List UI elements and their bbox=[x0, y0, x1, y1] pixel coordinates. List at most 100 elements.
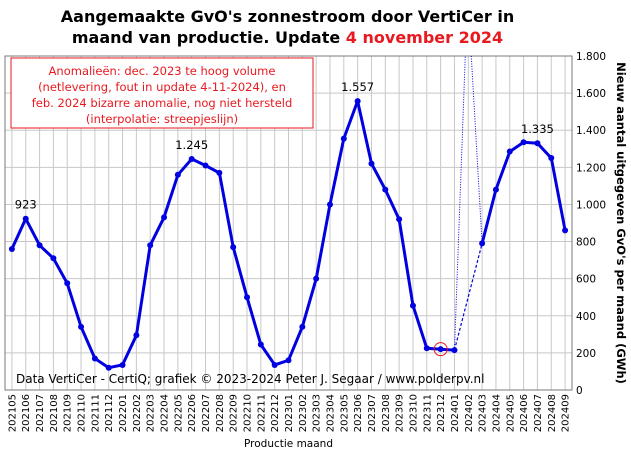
x-tick-label: 202401 bbox=[450, 394, 461, 432]
x-tick-label: 202403 bbox=[478, 394, 489, 432]
data-point bbox=[133, 332, 140, 339]
x-axis-label: Productie maand bbox=[244, 438, 333, 450]
x-tick-label: 202407 bbox=[533, 394, 544, 432]
data-point bbox=[326, 201, 333, 208]
y-tick-label: 1.600 bbox=[576, 88, 606, 100]
data-point bbox=[147, 242, 154, 249]
data-point bbox=[479, 240, 486, 247]
x-tick-label: 202303 bbox=[312, 394, 323, 432]
y-tick-label: 400 bbox=[576, 311, 596, 323]
data-point bbox=[216, 169, 223, 176]
x-tick-label: 202402 bbox=[464, 394, 475, 432]
title-line-2: maand van productie. Update 4 november 2… bbox=[0, 27, 575, 48]
data-point bbox=[506, 148, 513, 155]
data-point bbox=[534, 140, 541, 147]
title-line-2-text: maand van productie. Update bbox=[71, 28, 341, 47]
annotation-line-3: feb. 2024 bizarre anomalie, nog niet her… bbox=[32, 96, 293, 110]
data-point bbox=[50, 255, 57, 262]
y-axis-label: Nieuw aantal uitgegeven GvO's per maand … bbox=[614, 62, 628, 384]
data-point bbox=[340, 135, 347, 142]
x-tick-label: 202301 bbox=[284, 394, 295, 432]
data-point bbox=[354, 98, 361, 105]
data-point bbox=[36, 242, 43, 249]
data-point bbox=[368, 160, 375, 167]
x-tick-label: 202310 bbox=[408, 394, 419, 432]
anomaly-spike-down bbox=[470, 55, 483, 244]
x-tick-label: 202405 bbox=[505, 394, 516, 432]
y-tick-label: 1.000 bbox=[576, 199, 606, 211]
data-point bbox=[313, 275, 320, 282]
data-point bbox=[299, 323, 306, 330]
x-tick-label: 202304 bbox=[325, 394, 336, 432]
x-tick-label: 202409 bbox=[561, 394, 572, 432]
x-tick-label: 202105 bbox=[7, 394, 18, 432]
data-point bbox=[409, 302, 416, 309]
x-tick-label: 202308 bbox=[381, 394, 392, 432]
chart-title: Aangemaakte GvO's zonnestroom door Verti… bbox=[0, 6, 575, 48]
x-tick-label: 202212 bbox=[270, 394, 281, 432]
x-tick-label: 202211 bbox=[256, 394, 267, 432]
x-tick-label: 202108 bbox=[49, 394, 60, 432]
y-tick-label: 0 bbox=[576, 385, 583, 397]
title-update-date: 4 november 2024 bbox=[345, 28, 504, 47]
data-point bbox=[492, 186, 499, 193]
x-tick-label: 202302 bbox=[298, 394, 309, 432]
annotation-line-4: (interpolatie: streepjeslijn) bbox=[86, 112, 238, 126]
anomaly-highlight-circle bbox=[433, 342, 448, 357]
x-tick-label: 202305 bbox=[339, 394, 350, 432]
x-tick-label: 202205 bbox=[173, 394, 184, 432]
data-point bbox=[548, 155, 555, 162]
data-point bbox=[562, 227, 569, 234]
y-tick-label: 800 bbox=[576, 237, 596, 249]
data-point bbox=[174, 171, 181, 178]
data-point bbox=[119, 361, 126, 368]
data-label: 923 bbox=[15, 198, 37, 212]
data-point bbox=[396, 216, 403, 223]
x-tick-label: 202208 bbox=[215, 394, 226, 432]
data-point bbox=[382, 186, 389, 193]
data-label: 1.245 bbox=[175, 138, 208, 152]
data-point bbox=[271, 361, 278, 368]
data-point bbox=[91, 355, 98, 362]
data-point bbox=[520, 139, 527, 146]
title-line-1: Aangemaakte GvO's zonnestroom door Verti… bbox=[60, 7, 515, 26]
plot-frame bbox=[4, 55, 573, 391]
x-tick-label: 202204 bbox=[160, 394, 171, 432]
x-tick-label: 202203 bbox=[146, 394, 157, 432]
series-line bbox=[8, 55, 569, 371]
x-tick-label: 202201 bbox=[118, 394, 129, 432]
data-point bbox=[105, 364, 112, 371]
data-point bbox=[437, 346, 444, 353]
x-tick-label: 202207 bbox=[201, 394, 212, 432]
x-tick-label: 202202 bbox=[132, 394, 143, 432]
y-tick-labels: 0 200 400 600 800 1.000 1.200 1.400 1.600 1.800 bbox=[576, 51, 606, 397]
anomaly-spike-up bbox=[453, 55, 466, 351]
x-tick-label: 202107 bbox=[35, 394, 46, 432]
data-label: 1.557 bbox=[341, 80, 374, 94]
data-point bbox=[451, 347, 458, 354]
y-tick-label: 600 bbox=[576, 274, 596, 286]
data-point bbox=[244, 294, 251, 301]
data-point bbox=[8, 245, 15, 252]
x-tick-label: 202206 bbox=[187, 394, 198, 432]
data-label: 1.335 bbox=[521, 122, 554, 136]
annotation-line-1: Anomalieën: dec. 2023 te hoog volume bbox=[49, 64, 276, 78]
annotation-line-2: (netlevering, fout in update 4-11-2024),… bbox=[38, 80, 286, 94]
x-tick-label: 202306 bbox=[353, 394, 364, 432]
x-tick-label: 202408 bbox=[547, 394, 558, 432]
x-tick-label: 202110 bbox=[77, 394, 88, 432]
data-point bbox=[202, 162, 209, 169]
data-point bbox=[64, 280, 71, 287]
y-tick-label: 1.200 bbox=[576, 162, 606, 174]
x-tick-label: 202106 bbox=[21, 394, 32, 432]
annotation-border bbox=[10, 57, 314, 129]
x-tick-label: 202307 bbox=[367, 394, 378, 432]
x-tick-label: 202109 bbox=[63, 394, 74, 432]
y-tick-label: 1.800 bbox=[576, 51, 606, 63]
data-point bbox=[230, 244, 237, 251]
interpolation-line bbox=[453, 243, 483, 351]
x-tick-label: 202311 bbox=[422, 394, 433, 432]
x-tick-label: 202309 bbox=[395, 394, 406, 432]
data-point bbox=[22, 215, 29, 222]
